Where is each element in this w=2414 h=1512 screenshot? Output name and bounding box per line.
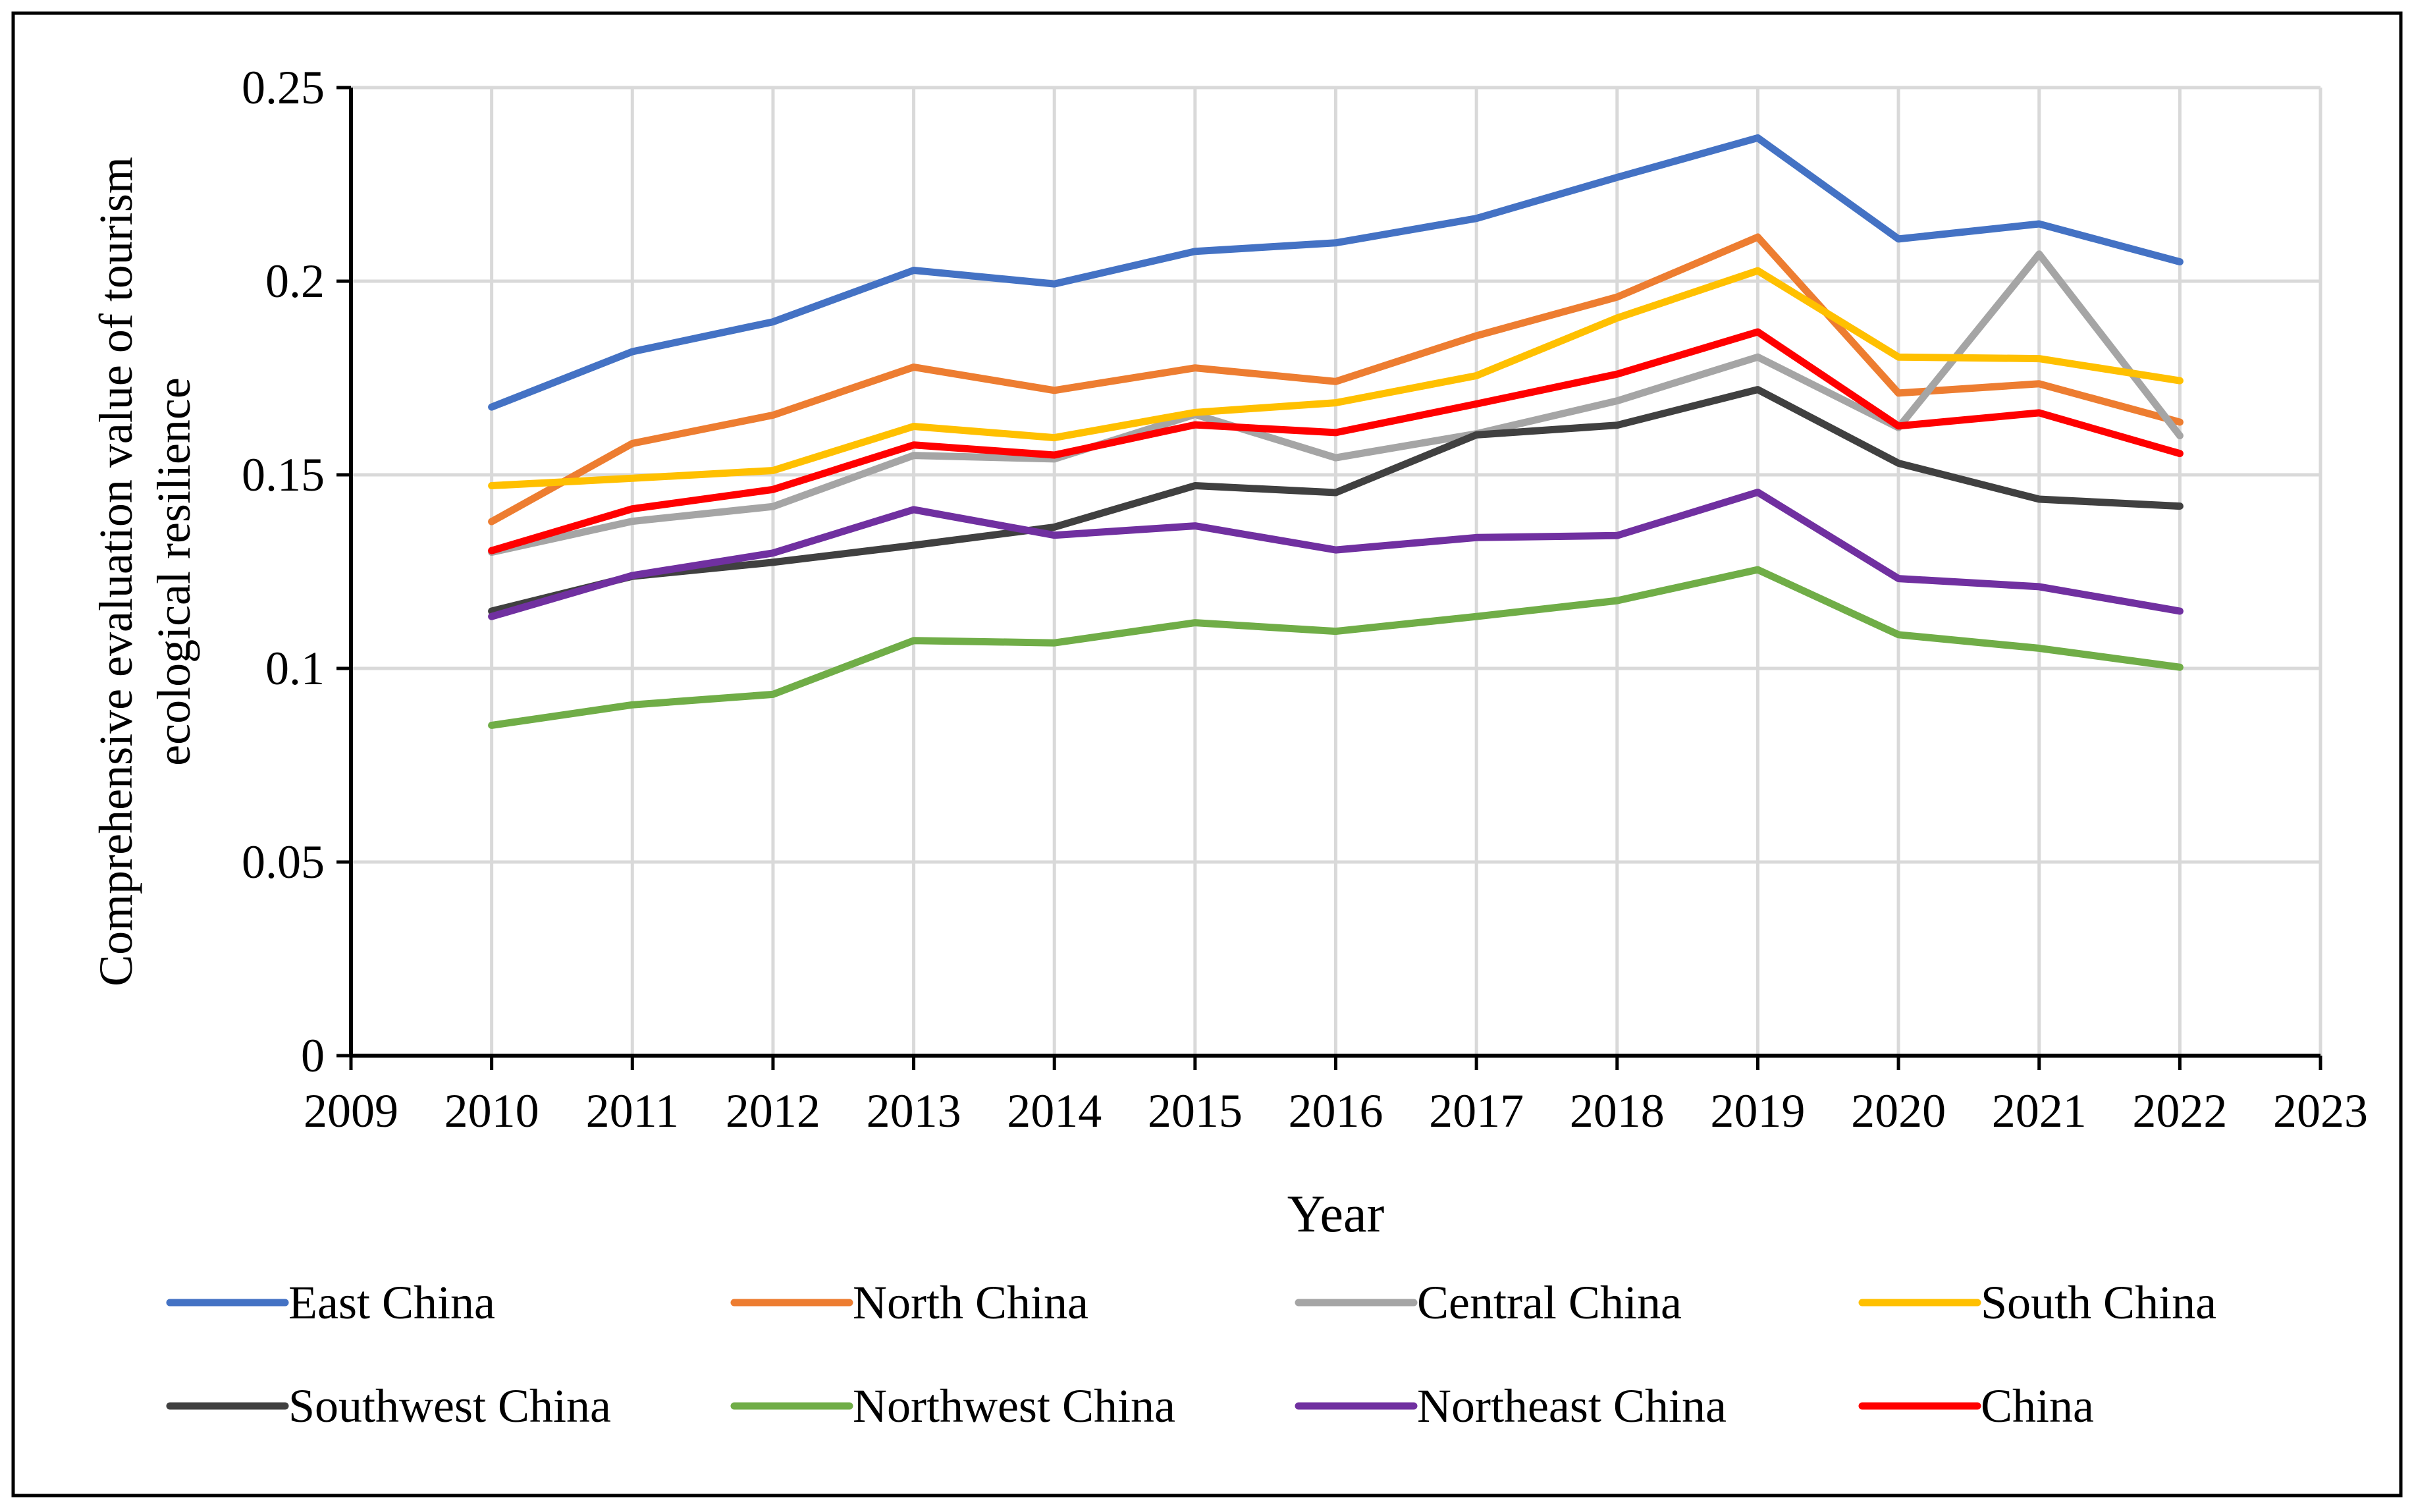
- x-tick-label: 2021: [1992, 1085, 2087, 1137]
- x-axis-title: Year: [1287, 1185, 1384, 1243]
- x-tick-label: 2015: [1148, 1085, 1243, 1137]
- y-tick-label: 0: [301, 1029, 325, 1082]
- y-tick-label: 0.2: [265, 255, 325, 308]
- series-line-southwest-china: [488, 386, 2184, 615]
- series-line-south-china: [488, 267, 2184, 489]
- x-tick-label: 2018: [1570, 1085, 1665, 1137]
- series-line-north-china: [488, 233, 2184, 526]
- y-tick-label: 0.25: [242, 61, 325, 114]
- x-tick-label: 2023: [2273, 1085, 2368, 1137]
- legend-label-central-china: Central China: [1417, 1276, 1682, 1329]
- x-tick-label: 2016: [1289, 1085, 1383, 1137]
- legend: East China North China Central China South …: [166, 1276, 2216, 1432]
- series-line-china: [488, 328, 2184, 554]
- chart-frame: [11, 11, 2403, 1498]
- legend-label-north-china: North China: [853, 1276, 1088, 1329]
- y-tick-label: 0.1: [265, 642, 325, 695]
- y-axis-title-line: ecological resilience: [148, 377, 200, 766]
- x-tick-label: 2013: [867, 1085, 961, 1137]
- x-tick-label: 2009: [304, 1085, 398, 1137]
- x-tick-label: 2012: [726, 1085, 820, 1137]
- x-tick-label: 2010: [444, 1085, 539, 1137]
- series-line-northeast-china: [488, 489, 2184, 620]
- x-tick-label: 2017: [1429, 1085, 1524, 1137]
- y-tick-label: 0.05: [242, 836, 325, 888]
- x-tick-label: 2020: [1851, 1085, 1946, 1137]
- x-tick-label: 2014: [1007, 1085, 1102, 1137]
- series-line-northwest-china: [488, 566, 2184, 729]
- axes: [336, 86, 2322, 1070]
- legend-label-china: China: [1981, 1380, 2094, 1432]
- tick-labels: 0 0.05 0.1 0.15 0.2 0.25 2009 2010 2011 2012 2013 2…: [242, 61, 2368, 1137]
- legend-label-southwest-china: Southwest China: [288, 1380, 611, 1432]
- x-tick-label: 2022: [2132, 1085, 2227, 1137]
- y-axis-title: Comprehensive evaluation value of touris…: [90, 157, 200, 986]
- y-axis-title-line: Comprehensive evaluation value of touris…: [90, 157, 142, 986]
- legend-label-south-china: South China: [1981, 1276, 2216, 1329]
- legend-label-northeast-china: Northeast China: [1417, 1380, 1727, 1432]
- series-lines: [488, 134, 2184, 729]
- y-tick-label: 0.15: [242, 448, 325, 501]
- series-line-east-china: [488, 134, 2184, 411]
- legend-label-east-china: East China: [288, 1276, 495, 1329]
- x-tick-label: 2019: [1710, 1085, 1805, 1137]
- x-tick-label: 2011: [586, 1085, 679, 1137]
- legend-label-northwest-china: Northwest China: [853, 1380, 1175, 1432]
